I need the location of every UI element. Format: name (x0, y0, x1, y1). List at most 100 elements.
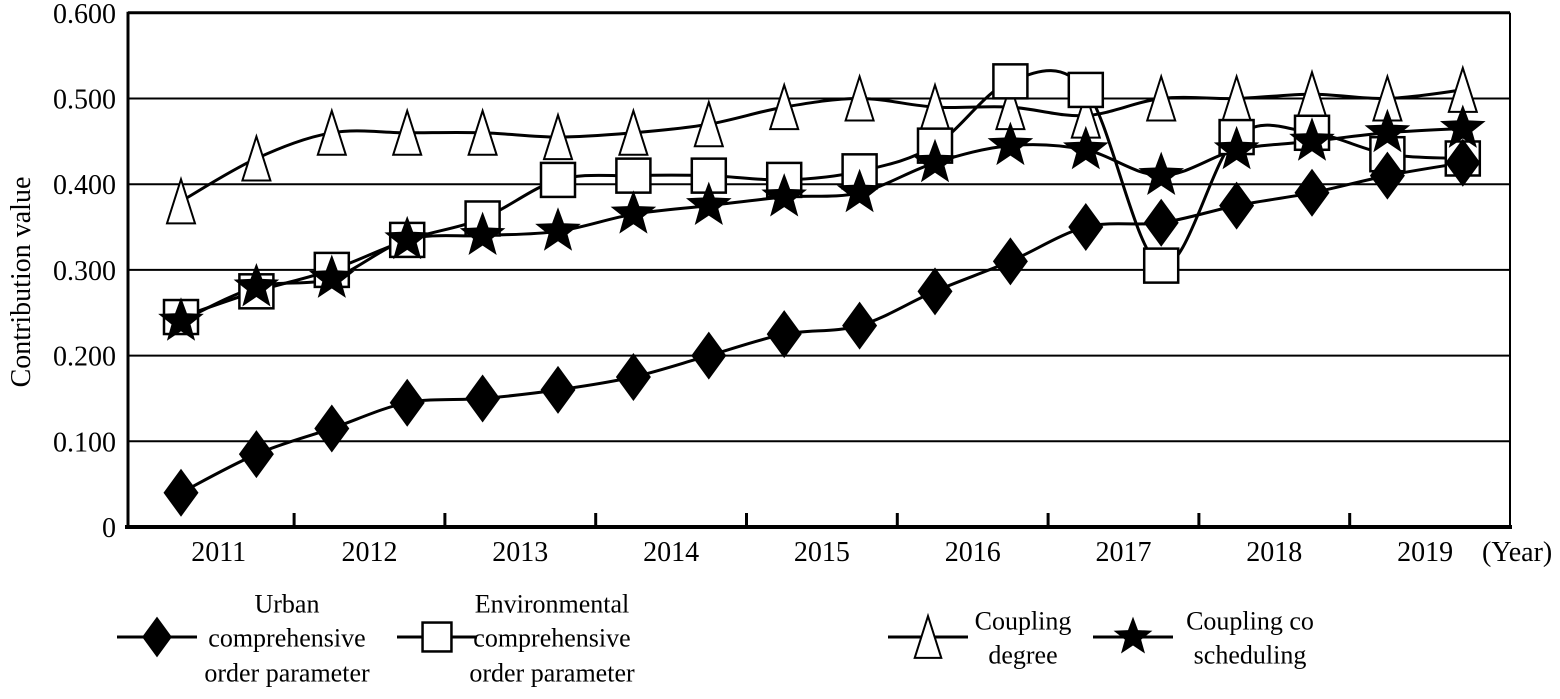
y-tick-label: 0.500 (53, 85, 116, 116)
star-marker (761, 173, 807, 217)
axes (125, 11, 1512, 529)
triangle-marker (467, 107, 498, 156)
star-marker (1138, 151, 1184, 195)
square-marker (615, 157, 652, 194)
triangle-marker (316, 107, 348, 156)
y-axis-title: Contribution value (6, 177, 37, 388)
star-marker (912, 138, 958, 183)
triangle-marker (1145, 73, 1177, 122)
diamond-marker (766, 310, 802, 359)
x-axis-labels: 2011 2012 2013 2014 2015 2016 2017 2018 2019 (191, 537, 1453, 568)
legend-marker-diamond-icon (117, 616, 197, 658)
legend: Urban comprehensive order parameter Environ… (0, 575, 1560, 699)
triangle-marker (768, 81, 800, 131)
legend-label: Urban comprehensive order parameter (204, 588, 369, 691)
series-lines (180, 69, 1464, 495)
gridlines (128, 97, 1510, 443)
x-year-label: 2013 (492, 537, 548, 568)
x-year-label: 2014 (643, 537, 699, 568)
legend-label-line: comprehensive (473, 623, 631, 653)
triangle-marker (391, 107, 423, 156)
legend-label: Coupling co scheduling (1186, 605, 1314, 674)
square-marker (1142, 247, 1180, 284)
y-tick-label: 0.300 (53, 256, 116, 287)
chart-canvas: 2011 2012 2013 2014 2015 2016 2017 2018 2019 0.6… (6, 0, 1552, 568)
legend-marker-triangle-icon (888, 612, 968, 659)
x-year-label: 2012 (342, 537, 398, 568)
legend-label-line: comprehensive (208, 623, 366, 653)
y-tick-label: 0.100 (53, 427, 116, 458)
y-tick-label: 0.200 (53, 342, 116, 373)
square-marker (421, 621, 453, 653)
legend-label-line: Coupling (974, 606, 1072, 636)
legend-label-line: Urban (254, 589, 320, 619)
x-year-label: 2011 (191, 537, 246, 568)
legend-label-line: Coupling co (1186, 606, 1314, 636)
series-line-star (180, 127, 1463, 323)
diamond-marker (691, 331, 727, 380)
square-marker (539, 161, 577, 199)
x-year-label: 2017 (1096, 537, 1152, 568)
star-marker (610, 190, 657, 234)
triangle-marker (693, 98, 725, 148)
star-marker (836, 168, 883, 213)
diamond-marker (142, 616, 172, 658)
legend-marker-star-icon (1093, 616, 1173, 654)
star-marker (309, 254, 355, 298)
legend-label-line: order parameter (204, 658, 370, 688)
diamond-marker (1294, 168, 1330, 217)
legend-label: Environmental comprehensive order paramete… (469, 588, 634, 691)
series-line-diamond (180, 161, 1464, 495)
star-marker (1213, 125, 1260, 170)
x-year-label: 2015 (794, 537, 850, 568)
diamond-marker (1143, 198, 1179, 247)
triangle-marker (913, 612, 943, 659)
diamond-marker (1068, 203, 1104, 252)
diamond-marker (1445, 138, 1481, 187)
diamond-marker (992, 237, 1028, 286)
diamond-marker (540, 365, 576, 414)
x-year-label: 2019 (1397, 537, 1453, 568)
square-marker (1067, 71, 1105, 109)
star-marker (384, 215, 430, 260)
star-marker (158, 297, 204, 341)
y-tick-label: 0 (102, 513, 116, 544)
legend-label-line: Environmental (474, 589, 630, 619)
star-marker (987, 121, 1034, 166)
star-marker (686, 181, 732, 225)
y-tick-label: 0.600 (53, 0, 116, 30)
star-marker (1440, 104, 1486, 148)
triangle-marker (844, 73, 875, 122)
diamond-marker (465, 374, 501, 423)
x-year-label: 2018 (1246, 537, 1302, 568)
y-axis-labels: 0.600 0.500 0.400 0.300 0.200 0.100 0 (53, 0, 116, 544)
diamond-marker (1369, 151, 1405, 200)
y-tick-label: 0.400 (53, 170, 116, 201)
legend-marker-square-icon (397, 621, 477, 653)
triangle-marker (165, 176, 197, 225)
legend-label: Coupling degree (975, 605, 1072, 674)
legend-label-line: scheduling (1193, 641, 1307, 670)
x-axis-unit-label: (Year) (1482, 537, 1552, 568)
diamond-marker (1219, 181, 1255, 230)
triangle-marker (241, 133, 272, 182)
star-marker (1063, 125, 1109, 170)
legend-label-line: order parameter (469, 658, 635, 688)
legend-label-line: degree (988, 641, 1058, 670)
star-marker (1289, 117, 1335, 161)
triangle-marker (618, 107, 649, 156)
diamond-marker (314, 404, 350, 453)
diamond-marker (615, 353, 651, 402)
star-marker (233, 263, 280, 307)
diamond-marker (238, 430, 274, 479)
star-marker (1113, 616, 1153, 654)
triangle-marker (542, 111, 574, 161)
star-marker (459, 211, 506, 255)
series-markers (158, 63, 1486, 517)
diamond-marker (917, 267, 953, 316)
series-line-square (180, 69, 1463, 319)
star-marker (535, 207, 581, 251)
diamond-marker (163, 468, 199, 517)
diamond-marker (842, 301, 878, 350)
